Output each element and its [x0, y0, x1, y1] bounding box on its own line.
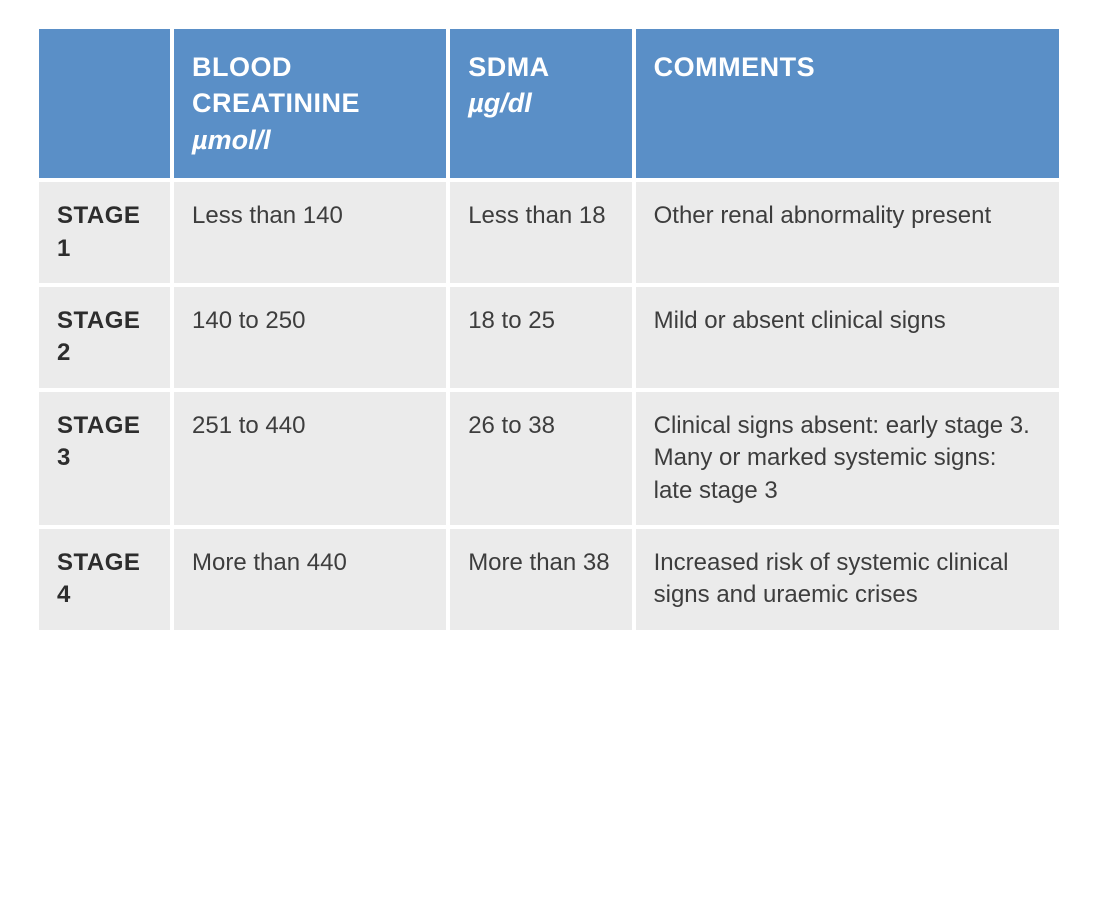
header-sdma: SDMA µg/dl [450, 29, 631, 178]
header-comments: COMMENTS [636, 29, 1059, 178]
sdma-cell: 18 to 25 [450, 287, 631, 388]
header-comments-text: COMMENTS [654, 52, 816, 82]
table-body: STAGE 1 Less than 140 Less than 18 Other… [39, 182, 1059, 630]
sdma-cell: More than 38 [450, 529, 631, 630]
creatinine-cell: More than 440 [174, 529, 446, 630]
table-row: STAGE 4 More than 440 More than 38 Incre… [39, 529, 1059, 630]
comments-cell: Increased risk of systemic clinical sign… [636, 529, 1059, 630]
stage-cell: STAGE 2 [39, 287, 170, 388]
header-sdma-main: SDMA [468, 52, 550, 82]
header-creatinine-sub: µmol/l [192, 125, 271, 155]
sdma-cell: Less than 18 [450, 182, 631, 283]
table-row: STAGE 1 Less than 140 Less than 18 Other… [39, 182, 1059, 283]
table-row: STAGE 2 140 to 250 18 to 25 Mild or abse… [39, 287, 1059, 388]
header-creatinine-main: BLOOD CREATININE [192, 52, 360, 118]
creatinine-cell: 251 to 440 [174, 392, 446, 525]
stages-table: BLOOD CREATININE µmol/l SDMA µg/dl COMME… [35, 25, 1063, 634]
comments-cell: Clinical signs absent: early stage 3. Ma… [636, 392, 1059, 525]
creatinine-cell: 140 to 250 [174, 287, 446, 388]
stage-cell: STAGE 4 [39, 529, 170, 630]
stage-cell: STAGE 1 [39, 182, 170, 283]
table-header: BLOOD CREATININE µmol/l SDMA µg/dl COMME… [39, 29, 1059, 178]
comments-cell: Mild or absent clinical signs [636, 287, 1059, 388]
creatinine-cell: Less than 140 [174, 182, 446, 283]
table-row: STAGE 3 251 to 440 26 to 38 Clinical sig… [39, 392, 1059, 525]
sdma-cell: 26 to 38 [450, 392, 631, 525]
header-creatinine: BLOOD CREATININE µmol/l [174, 29, 446, 178]
header-sdma-sub: µg/dl [468, 88, 532, 118]
header-row: BLOOD CREATININE µmol/l SDMA µg/dl COMME… [39, 29, 1059, 178]
header-stage [39, 29, 170, 178]
comments-cell: Other renal abnormality present [636, 182, 1059, 283]
stage-cell: STAGE 3 [39, 392, 170, 525]
